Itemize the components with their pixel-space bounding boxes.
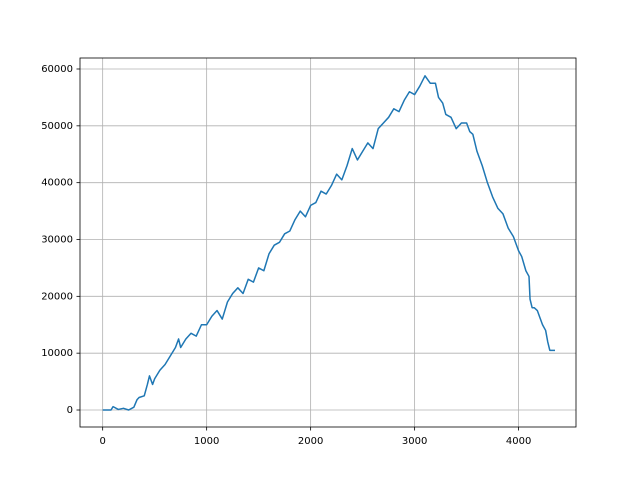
y-tick-label: 30000	[41, 235, 73, 246]
y-tick-label: 40000	[41, 178, 73, 189]
x-tick-label: 2000	[298, 436, 323, 447]
line	[102, 75, 555, 411]
y-tick-label: 50000	[41, 121, 73, 132]
x-tick-label: 4000	[506, 436, 531, 447]
plot-layer: 0 1000 2000 3000 400001000020000300004000050…	[41, 58, 576, 447]
y-tick-label: 60000	[41, 64, 73, 75]
y-tick-label: 20000	[41, 291, 73, 302]
x-tick-label: 3000	[402, 436, 427, 447]
y-tick-label: 10000	[41, 348, 73, 359]
y-tick-label: 0	[67, 405, 73, 416]
axes-frame	[79, 57, 577, 428]
x-tick-label: 1000	[194, 436, 219, 447]
x-tick-label: 0	[99, 436, 105, 447]
